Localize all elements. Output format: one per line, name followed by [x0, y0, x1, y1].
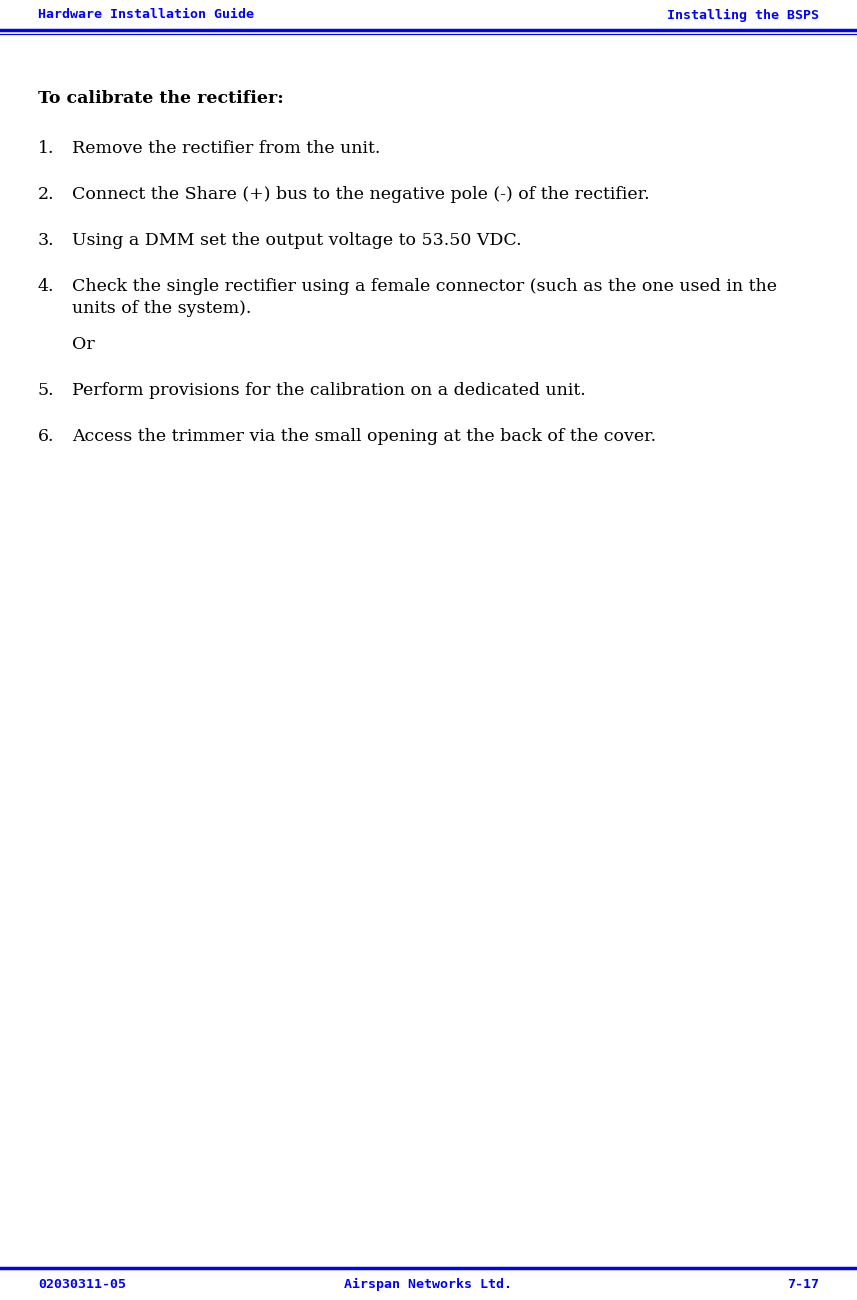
Text: Hardware Installation Guide: Hardware Installation Guide: [38, 9, 254, 22]
Text: Check the single rectifier using a female connector (such as the one used in the: Check the single rectifier using a femal…: [72, 278, 777, 295]
Text: 02030311-05: 02030311-05: [38, 1278, 126, 1291]
Text: Airspan Networks Ltd.: Airspan Networks Ltd.: [345, 1278, 512, 1291]
Text: 1.: 1.: [38, 140, 55, 157]
Text: 6.: 6.: [38, 428, 55, 445]
Text: Or: Or: [72, 335, 95, 354]
Text: Perform provisions for the calibration on a dedicated unit.: Perform provisions for the calibration o…: [72, 382, 585, 399]
Text: 7-17: 7-17: [787, 1278, 819, 1291]
Text: 3.: 3.: [38, 231, 55, 250]
Text: Access the trimmer via the small opening at the back of the cover.: Access the trimmer via the small opening…: [72, 428, 656, 445]
Text: units of the system).: units of the system).: [72, 300, 251, 317]
Text: 2.: 2.: [38, 186, 55, 203]
Text: To calibrate the rectifier:: To calibrate the rectifier:: [38, 90, 284, 107]
Text: Connect the Share (+) bus to the negative pole (-) of the rectifier.: Connect the Share (+) bus to the negativ…: [72, 186, 650, 203]
Text: Installing the BSPS: Installing the BSPS: [667, 9, 819, 22]
Text: Using a DMM set the output voltage to 53.50 VDC.: Using a DMM set the output voltage to 53…: [72, 231, 522, 250]
Text: Remove the rectifier from the unit.: Remove the rectifier from the unit.: [72, 140, 381, 157]
Text: 5.: 5.: [38, 382, 55, 399]
Text: 4.: 4.: [38, 278, 55, 295]
